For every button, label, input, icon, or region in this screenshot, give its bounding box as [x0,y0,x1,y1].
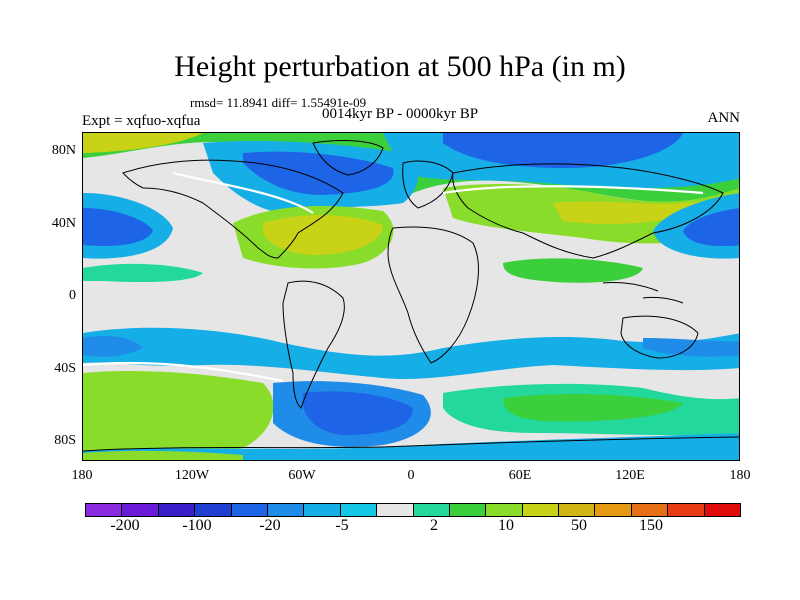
colorbar-swatch [304,504,341,516]
period-label: 0014kyr BP - 0000kyr BP [321,106,479,122]
y-tick-40s: 40S [54,361,76,376]
colorbar-swatch [704,504,741,516]
zero-contours [83,171,704,383]
x-tick-60e: 60E [508,468,532,483]
north-america-coast [122,159,344,259]
antarctic-green-south [83,450,243,460]
height-anomaly-field [83,133,739,460]
na-trough-core [243,151,394,195]
siberia-trough-core [443,133,683,168]
colorbar-label: 50 [571,517,587,534]
x-tick-60w: 60W [288,468,316,483]
colorbar-swatch [631,504,669,516]
south-america-coast [282,280,345,409]
colorbar-label: -5 [335,517,349,534]
y-tick-80s: 80S [54,433,76,448]
arctic-positive-core [83,133,203,153]
asia-coast [452,163,724,259]
x-tick-180w: 180 [71,468,93,483]
colorbar-swatch [413,504,450,516]
season-label: ANN [707,110,741,126]
colorbar-swatch [377,504,414,516]
x-tick-120w: 120W [174,468,210,483]
colorbar [85,503,741,517]
zero-contour-south [83,361,284,383]
pacific-west-core [83,208,153,247]
y-tick-40n: 40N [51,216,76,231]
sh-indian-green [503,393,683,422]
colorbar-swatch [267,504,305,516]
colorbar-swatch [449,504,487,516]
x-tick-0: 0 [407,468,415,483]
map-panel [82,132,740,461]
colorbar-swatch [195,504,232,516]
australia-coast [620,315,699,359]
indonesia-coast [602,282,684,304]
colorbar-swatch [340,504,378,516]
sh-west-cyan [83,336,143,357]
sh-subpolar-positive [83,371,274,455]
colorbar-label: -100 [182,517,212,534]
colorbar-swatch [158,504,196,516]
antarctic-band [83,433,739,460]
colorbar-swatch [559,504,596,516]
sh-subpolar-negative-core [303,391,413,435]
map-title: Height perturbation at 500 hPa (in m) [174,50,626,83]
x-tick-180e: 180 [729,468,751,483]
y-tick-80n: 80N [51,143,76,158]
mideast-positive-blob [503,258,643,283]
pacific-east-core [683,208,739,247]
experiment-label: Expt = xqfuo-xqfua [82,113,201,129]
zero-contour-asia [442,185,704,195]
colorbar-swatch [486,504,523,516]
pacific-positive-blob [83,263,203,283]
colorbar-label: 2 [430,517,438,534]
atlantic-ridge-core [263,214,383,255]
colorbar-swatch [668,504,705,516]
colorbar-swatch [122,504,159,516]
colorbar-label: -200 [110,517,140,534]
colorbar-swatch [86,504,123,516]
colorbar-swatch [595,504,632,516]
colorbar-swatch [231,504,268,516]
colorbar-label: 150 [639,517,663,534]
y-tick-0: 0 [69,288,76,303]
sh-east-cyan [643,338,739,357]
greenland-coast [312,140,384,176]
europe-coast [402,160,454,209]
x-tick-120e: 120E [615,468,645,483]
rmsd-stats: rmsd= 11.8941 diff= 1.55491e-09 [190,95,367,110]
sh-negative-band [83,327,739,380]
antarctica-coast [83,436,739,452]
colorbar-swatch [522,504,560,516]
colorbar-label: 10 [498,517,514,534]
africa-coast [387,226,479,364]
asia-warm-core [553,201,723,224]
colorbar-label: -20 [259,517,281,534]
zero-contour-north [172,171,314,214]
coastlines [83,140,739,452]
